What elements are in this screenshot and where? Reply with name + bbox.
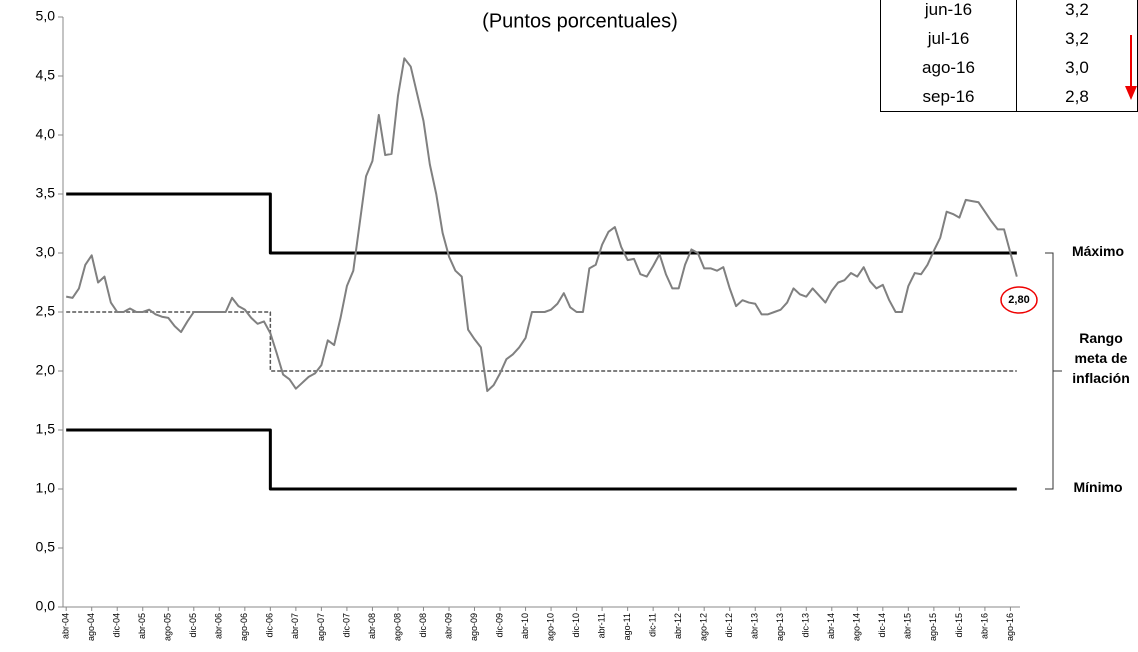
x-tick-label: abr-12 xyxy=(673,613,683,639)
annotation: Rango meta de inflación xyxy=(1072,330,1130,386)
table-cell: 3,2 xyxy=(1065,0,1089,19)
x-tick-label: dic-09 xyxy=(494,613,504,638)
x-tick-label: ago-09 xyxy=(469,613,479,641)
y-tick-label: 2,5 xyxy=(36,303,56,319)
x-tick-label: dic-07 xyxy=(341,613,351,638)
data-table: jun-16 3,2 jul-16 3,2 ago-16 3,0 sep-16 2,8 xyxy=(880,0,1138,112)
y-tick-label: 3,0 xyxy=(36,244,56,260)
series-line xyxy=(66,311,1017,372)
x-tick-label: ago-10 xyxy=(545,613,555,641)
data-label: 2,80 xyxy=(1008,294,1030,306)
x-tick-label: ago-05 xyxy=(163,613,173,641)
x-tick-label: dic-10 xyxy=(571,613,581,638)
x-tick-label: dic-08 xyxy=(418,613,428,638)
x-tick-label: ago-07 xyxy=(316,613,326,641)
x-tick-label: abr-14 xyxy=(826,613,836,639)
x-tick-label: ago-06 xyxy=(239,613,249,641)
chart-subtitle: (Puntos porcentuales) xyxy=(482,10,678,32)
table-cell: 3,0 xyxy=(1065,57,1089,77)
x-tick-label: abr-15 xyxy=(903,613,913,639)
y-tick-label: 3,5 xyxy=(36,185,56,201)
table-cell: jun-16 xyxy=(880,0,1017,24)
table-cell: 2,8 xyxy=(1065,86,1089,106)
x-tick-label: abr-09 xyxy=(443,613,453,639)
x-tick-label: dic-13 xyxy=(801,613,811,638)
y-tick-label: 1,0 xyxy=(36,480,56,496)
annotation: Mínimo xyxy=(1073,479,1123,495)
x-tick-label: abr-05 xyxy=(137,613,147,639)
x-tick-label: abr-11 xyxy=(596,613,606,638)
x-tick-label: dic-12 xyxy=(724,613,734,638)
arrow-head xyxy=(1125,86,1137,100)
x-tick-label: dic-14 xyxy=(877,613,887,638)
series-line xyxy=(66,428,1017,491)
annotation: Máximo xyxy=(1071,243,1125,259)
table-row: sep-16 2,8 xyxy=(880,82,1138,112)
x-tick-label: dic-11 xyxy=(648,613,658,637)
x-tick-label: abr-16 xyxy=(979,613,989,639)
y-tick-label: 2,0 xyxy=(36,362,56,378)
y-tick-label: 1,5 xyxy=(36,421,56,437)
x-tick-label: abr-10 xyxy=(520,613,530,639)
table-row: jul-16 3,2 xyxy=(880,24,1138,53)
bracket xyxy=(1045,252,1062,490)
x-tick-label: dic-15 xyxy=(954,613,964,638)
x-tick-label: ago-04 xyxy=(86,613,96,641)
y-tick-label: 4,0 xyxy=(36,126,56,142)
x-tick-label: ago-11 xyxy=(622,613,632,640)
x-tick-label: dic-04 xyxy=(112,613,122,638)
x-tick-label: ago-14 xyxy=(852,613,862,641)
x-tick-label: dic-06 xyxy=(265,613,275,638)
table-cell: jul-16 xyxy=(880,24,1017,53)
x-tick-label: abr-06 xyxy=(214,613,224,639)
x-tick-label: ago-16 xyxy=(1005,613,1015,641)
y-tick-label: 0,5 xyxy=(36,539,56,555)
x-tick-label: dic-05 xyxy=(188,613,198,638)
x-tick-label: ago-13 xyxy=(775,613,785,641)
y-tick-label: 0,0 xyxy=(36,598,56,614)
x-tick-label: abr-07 xyxy=(290,613,300,639)
y-tick-label: 4,5 xyxy=(36,67,56,83)
table-cell: ago-16 xyxy=(880,53,1017,82)
y-tick-label: 5,0 xyxy=(36,8,56,24)
table-cell: sep-16 xyxy=(880,82,1017,112)
x-tick-label: abr-04 xyxy=(61,613,71,639)
series-line xyxy=(66,192,1017,255)
x-tick-label: ago-08 xyxy=(392,613,402,641)
table-row: jun-16 3,2 xyxy=(880,0,1138,24)
x-tick-label: ago-12 xyxy=(699,613,709,641)
table-cell: 3,2 xyxy=(1065,28,1089,48)
x-tick-label: ago-15 xyxy=(928,613,938,641)
x-tick-label: abr-13 xyxy=(750,613,760,639)
series-line xyxy=(66,57,1018,393)
x-tick-label: abr-08 xyxy=(367,613,377,639)
table-row: ago-16 3,0 xyxy=(880,53,1138,82)
highlight-circle xyxy=(1000,286,1038,314)
